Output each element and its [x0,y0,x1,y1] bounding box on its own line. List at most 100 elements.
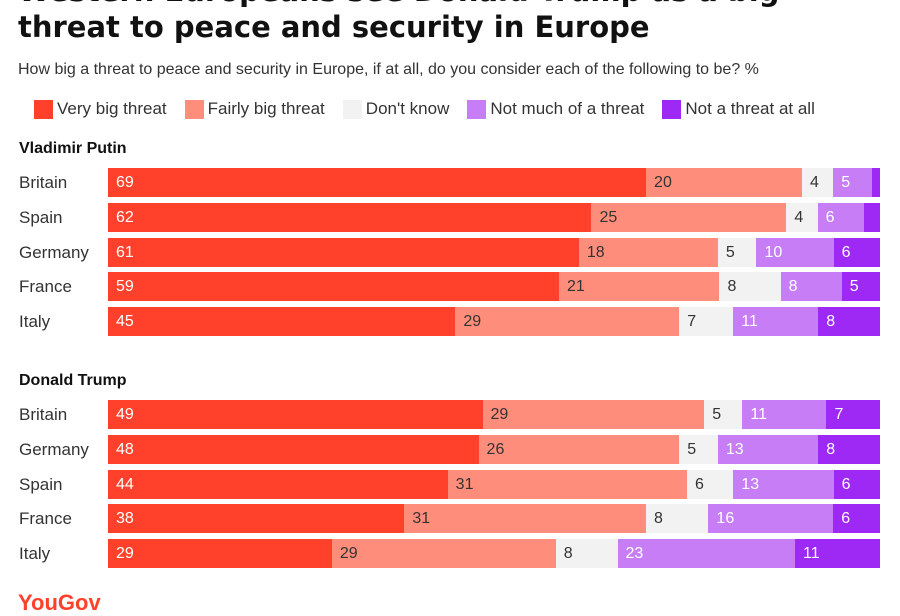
bar-segment-very-big-threat: 44 [108,469,448,499]
bar-segment-fairly-big-threat: 26 [478,434,680,464]
bar-value-label: 7 [687,313,697,330]
bar-segment-not-a-threat-at-all: 11 [795,539,880,568]
bar-value-label: 31 [412,510,431,528]
bar-segment-not-a-threat-at-all: 5 [841,272,880,302]
bar-value-label: 5 [712,406,722,423]
bar-segment-not-a-threat-at-all: 8 [818,434,880,464]
bar-value-label: 59 [116,278,134,296]
bar-segment-fairly-big-threat: 20 [646,168,802,197]
bar-value-label: 49 [116,406,134,423]
bar-value-label: 8 [727,278,737,296]
bar-segment-don-t-know: 5 [704,400,743,429]
bar-segment-fairly-big-threat: 25 [591,202,787,232]
bar-vladimir-putin-spain: 62 25 4 6 [108,202,880,232]
bar-value-label: 5 [849,278,859,296]
bar-segment-not-a-threat-at-all: 7 [826,400,880,429]
bar-segment-not-much-of-a-threat: 23 [617,539,796,568]
bar-donald-trump-britain: 49 29 5 11 7 [108,400,880,429]
bar-segment-not-a-threat-at-all: 6 [833,469,880,499]
bar-value-label: 6 [841,243,851,261]
row-label-germany: Germany [19,439,89,459]
bar-segment-very-big-threat: 69 [108,168,647,197]
row-label-britain: Britain [19,405,68,424]
bar-segment-very-big-threat: 45 [108,307,456,336]
bar-donald-trump-italy: 29 29 8 23 11 [108,539,880,568]
bar-segment-not-a-threat-at-all [864,202,880,232]
bar-value-label: 13 [725,440,744,458]
bar-value-label: 5 [687,440,697,458]
bar-segment-very-big-threat: 61 [108,237,579,267]
bar-segment-not-much-of-a-threat: 13 [733,469,834,499]
row-label-spain: Spain [19,207,63,227]
bar-value-label: 29 [116,545,134,562]
bar-value-label: 11 [750,406,767,423]
bar-value-label: 8 [563,545,573,562]
bar-segment-not-much-of-a-threat: 5 [833,168,873,197]
bar-segment-don-t-know: 5 [717,237,757,267]
bar-vladimir-putin-italy: 45 29 7 11 8 [108,307,880,336]
bar-segment-not-much-of-a-threat: 11 [742,400,827,429]
bar-value-label: 20 [654,174,672,191]
bar-segment-not-much-of-a-threat: 10 [756,237,834,267]
legend-item-not-a-threat-at-all: Not a threat at all [662,99,815,119]
bar-segment-not-much-of-a-threat: 6 [817,202,865,232]
legend-label: Don't know [365,99,450,118]
bar-segment-not-much-of-a-threat: 13 [717,434,819,464]
bar-value-label: 38 [116,510,134,528]
bar-value-label: 62 [116,208,134,226]
bar-value-label: 18 [586,243,605,261]
bar-segment-don-t-know: 4 [802,168,834,197]
bar-segment-don-t-know: 8 [646,504,709,534]
bar-segment-not-a-threat-at-all: 6 [833,504,880,534]
legend-swatch [184,99,204,119]
legend-label: Not much of a threat [490,99,645,118]
bar-value-label: 8 [654,510,663,528]
bar-value-label: 8 [826,440,836,458]
bar-value-label: 69 [116,174,134,191]
bar-vladimir-putin-france: 59 21 8 8 5 [108,272,880,302]
bar-value-label: 6 [694,475,704,493]
legend-label: Fairly big threat [207,99,325,118]
bar-value-label: 21 [566,278,585,296]
bar-segment-not-much-of-a-threat: 8 [780,272,842,302]
bar-value-label: 29 [490,406,509,423]
bar-value-label: 5 [841,174,851,191]
bar-value-label: 4 [794,208,804,226]
bar-value-label: 16 [716,510,735,528]
bar-value-label: 5 [725,243,735,261]
bar-value-label: 8 [788,278,798,296]
legend-swatch [467,99,487,119]
bar-value-label: 10 [764,243,783,261]
bar-segment-not-a-threat-at-all: 6 [833,237,880,267]
bar-value-label: 29 [463,313,482,330]
chart-subtitle: How big a threat to peace and security i… [18,61,759,78]
bar-value-label: 31 [455,475,474,493]
row-label-italy: Italy [19,544,51,563]
legend-label: Not a threat at all [685,99,815,118]
bar-segment-very-big-threat: 48 [108,434,479,464]
bar-value-label: 4 [810,174,819,191]
chart-title: Western Europeans see Donald Trump as a … [18,0,780,44]
bar-donald-trump-germany: 48 26 5 13 8 [108,434,880,464]
bar-segment-don-t-know: 4 [786,202,818,232]
bar-segment-not-a-threat-at-all: 8 [818,307,880,336]
legend-item-not-much-of-a-threat: Not much of a threat [467,99,644,119]
bar-segment-fairly-big-threat: 29 [331,539,556,568]
bar-segment-fairly-big-threat: 29 [482,400,705,429]
bar-value-label: 7 [834,406,844,423]
bar-segment-don-t-know: 7 [679,307,734,336]
bar-value-label: 48 [116,440,134,458]
bar-segment-don-t-know: 6 [686,469,734,499]
legend-swatch [342,99,362,119]
bar-segment-fairly-big-threat: 18 [578,237,718,267]
bar-value-label: 23 [625,545,644,562]
bar-segment-don-t-know: 5 [679,434,718,464]
bar-segment-very-big-threat: 62 [108,202,592,232]
bar-segment-fairly-big-threat: 31 [404,504,647,534]
bar-segment-fairly-big-threat: 29 [455,307,680,336]
row-label-italy: Italy [19,312,51,331]
row-label-spain: Spain [19,474,63,494]
legend-label: Very big threat [57,99,167,118]
legend-item-fairly-big-threat: Fairly big threat [184,99,325,119]
bar-value-label: 6 [841,510,851,528]
